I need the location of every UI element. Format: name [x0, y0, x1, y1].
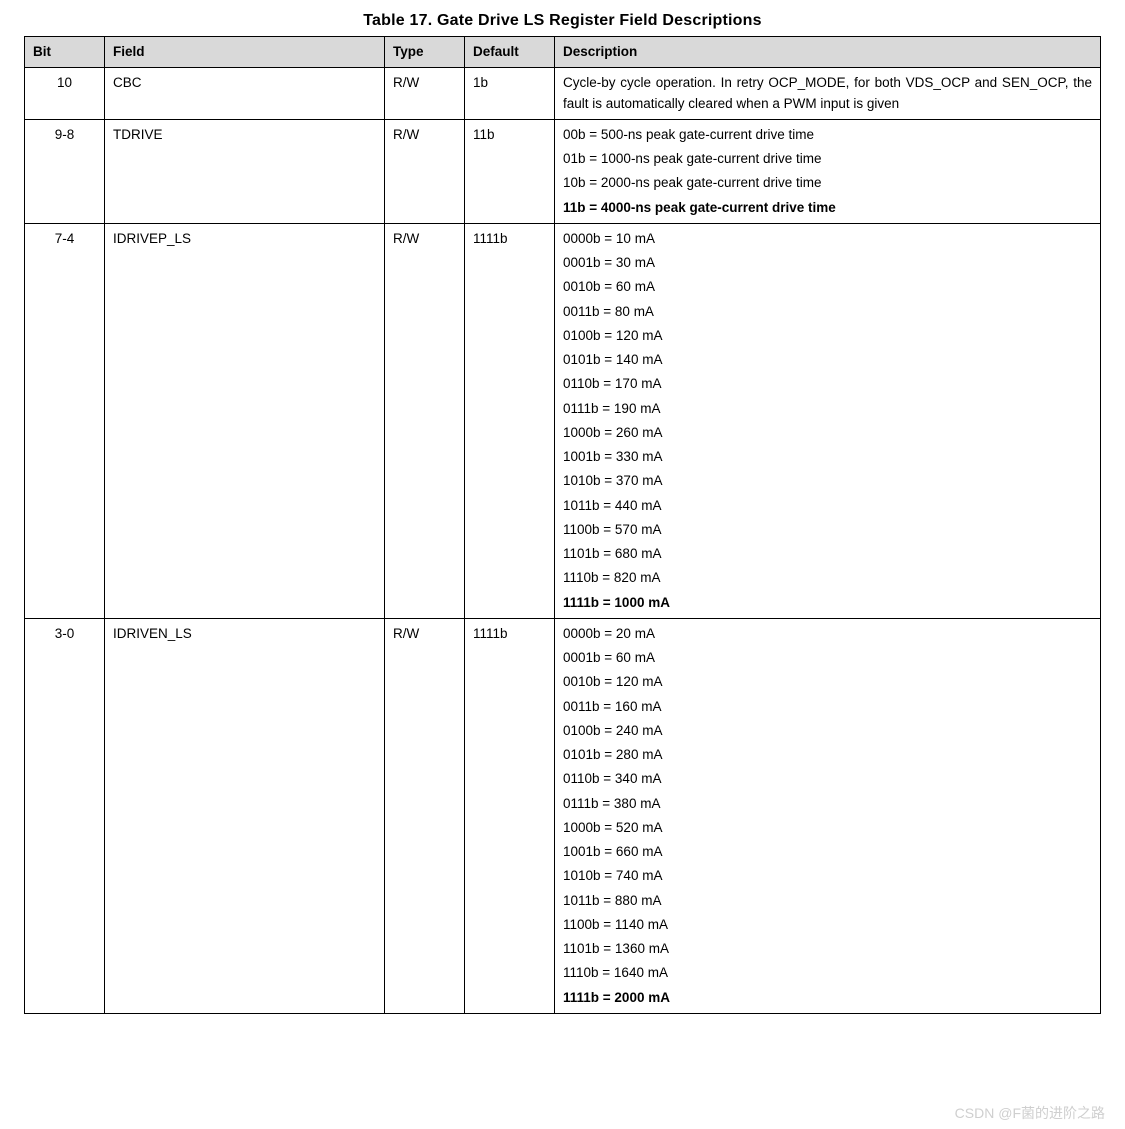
table-row: 10CBCR/W1bCycle-by cycle operation. In r…: [25, 68, 1101, 120]
desc-line: 10b = 2000-ns peak gate-current drive ti…: [563, 173, 1092, 193]
cell-field: IDRIVEN_LS: [105, 618, 385, 1013]
desc-line: 1010b = 370 mA: [563, 471, 1092, 491]
col-desc: Description: [555, 37, 1101, 68]
table-title: Table 17. Gate Drive LS Register Field D…: [24, 12, 1101, 30]
cell-description: 0000b = 10 mA 0001b = 30 mA 0010b = 60 mA 0…: [555, 223, 1101, 618]
cell-field: TDRIVE: [105, 119, 385, 223]
col-field: Field: [105, 37, 385, 68]
table-row: 9-8TDRIVER/W11b 00b = 500-ns peak gate-cu…: [25, 119, 1101, 223]
desc-line: 0011b = 160 mA: [563, 697, 1092, 717]
desc-line: 0001b = 30 mA: [563, 253, 1092, 273]
desc-line: 1010b = 740 mA: [563, 866, 1092, 886]
desc-line: 0111b = 380 mA: [563, 794, 1092, 814]
col-type: Type: [385, 37, 465, 68]
cell-bit: 3-0: [25, 618, 105, 1013]
register-table: Bit Field Type Default Description 10CBC…: [24, 36, 1101, 1014]
desc-line: 1101b = 680 mA: [563, 544, 1092, 564]
desc-line: 0111b = 190 mA: [563, 399, 1092, 419]
desc-line: 1101b = 1360 mA: [563, 939, 1092, 959]
cell-type: R/W: [385, 119, 465, 223]
desc-line: 0101b = 280 mA: [563, 745, 1092, 765]
desc-line: Cycle-by cycle operation. In retry OCP_M…: [563, 73, 1092, 114]
desc-line: 11b = 4000-ns peak gate-current drive ti…: [563, 198, 1092, 218]
table-row: 7-4IDRIVEP_LSR/W1111b 0000b = 10 mA 0001b …: [25, 223, 1101, 618]
cell-bit: 9-8: [25, 119, 105, 223]
desc-line: 1111b = 2000 mA: [563, 988, 1092, 1008]
cell-default: 1b: [465, 68, 555, 120]
desc-line: 1110b = 1640 mA: [563, 963, 1092, 983]
desc-line: 1110b = 820 mA: [563, 568, 1092, 588]
cell-description: Cycle-by cycle operation. In retry OCP_M…: [555, 68, 1101, 120]
desc-line: 0110b = 340 mA: [563, 769, 1092, 789]
watermark: CSDN @F菌的进阶之路: [955, 1103, 1105, 1123]
desc-line: 0000b = 20 mA: [563, 624, 1092, 644]
desc-line: 0010b = 60 mA: [563, 277, 1092, 297]
desc-line: 1100b = 570 mA: [563, 520, 1092, 540]
desc-line: 0010b = 120 mA: [563, 672, 1092, 692]
desc-line: 00b = 500-ns peak gate-current drive tim…: [563, 125, 1092, 145]
cell-default: 1111b: [465, 223, 555, 618]
cell-type: R/W: [385, 618, 465, 1013]
cell-description: 00b = 500-ns peak gate-current drive tim…: [555, 119, 1101, 223]
desc-line: 0100b = 240 mA: [563, 721, 1092, 741]
desc-line: 1000b = 260 mA: [563, 423, 1092, 443]
desc-line: 0011b = 80 mA: [563, 302, 1092, 322]
desc-line: 0000b = 10 mA: [563, 229, 1092, 249]
cell-type: R/W: [385, 68, 465, 120]
desc-line: 0100b = 120 mA: [563, 326, 1092, 346]
desc-line: 0101b = 140 mA: [563, 350, 1092, 370]
desc-line: 1100b = 1140 mA: [563, 915, 1092, 935]
desc-line: 1001b = 660 mA: [563, 842, 1092, 862]
cell-default: 11b: [465, 119, 555, 223]
col-bit: Bit: [25, 37, 105, 68]
desc-line: 1001b = 330 mA: [563, 447, 1092, 467]
desc-line: 1000b = 520 mA: [563, 818, 1092, 838]
cell-description: 0000b = 20 mA 0001b = 60 mA 0010b = 120 mA…: [555, 618, 1101, 1013]
col-default: Default: [465, 37, 555, 68]
desc-line: 1111b = 1000 mA: [563, 593, 1092, 613]
cell-bit: 7-4: [25, 223, 105, 618]
cell-default: 1111b: [465, 618, 555, 1013]
desc-line: 1011b = 440 mA: [563, 496, 1092, 516]
cell-bit: 10: [25, 68, 105, 120]
desc-line: 1011b = 880 mA: [563, 891, 1092, 911]
desc-line: 0110b = 170 mA: [563, 374, 1092, 394]
desc-line: 0001b = 60 mA: [563, 648, 1092, 668]
cell-type: R/W: [385, 223, 465, 618]
cell-field: IDRIVEP_LS: [105, 223, 385, 618]
desc-line: 01b = 1000-ns peak gate-current drive ti…: [563, 149, 1092, 169]
table-body: 10CBCR/W1bCycle-by cycle operation. In r…: [25, 68, 1101, 1014]
cell-field: CBC: [105, 68, 385, 120]
table-header-row: Bit Field Type Default Description: [25, 37, 1101, 68]
table-row: 3-0IDRIVEN_LSR/W1111b 0000b = 20 mA 0001b …: [25, 618, 1101, 1013]
